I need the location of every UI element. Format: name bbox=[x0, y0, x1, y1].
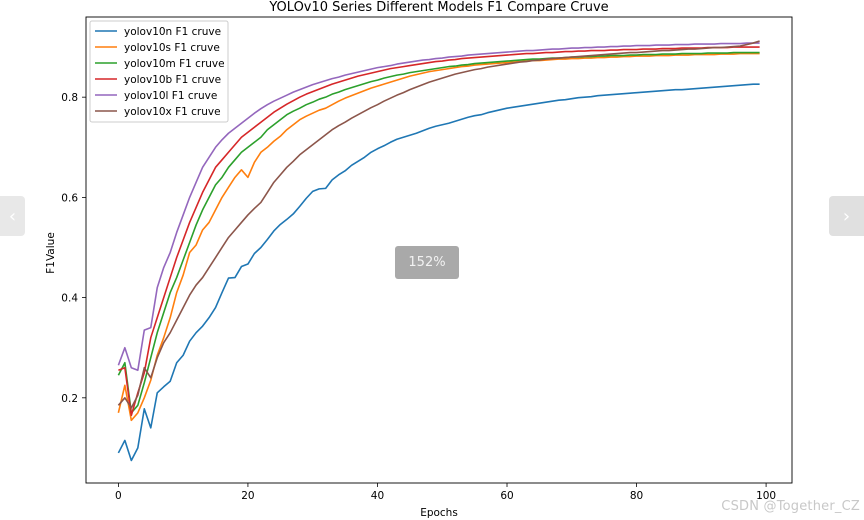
x-tick-label: 80 bbox=[630, 490, 643, 502]
y-axis-label: F1Value bbox=[45, 232, 57, 274]
previous-image-button[interactable]: ‹ bbox=[0, 196, 25, 236]
y-tick-label: 0.8 bbox=[61, 92, 78, 104]
chevron-left-icon: ‹ bbox=[8, 205, 17, 227]
legend-box bbox=[89, 20, 229, 123]
zoom-level-indicator: 152% bbox=[395, 246, 459, 279]
series-line-1 bbox=[117, 83, 760, 462]
y-axis-ticks: 0.2 0.4 0.6 0.8 bbox=[61, 92, 86, 405]
x-axis-ticks: 0 20 40 60 80 100 bbox=[115, 483, 776, 502]
y-tick-label: 0.2 bbox=[61, 393, 78, 405]
x-tick-label: 0 bbox=[115, 490, 122, 502]
series-line-6 bbox=[117, 40, 760, 409]
watermark: CSDN @Together_CZ bbox=[721, 499, 860, 514]
legend-label: yolov10m F1 cruve bbox=[124, 58, 225, 70]
x-tick-label: 20 bbox=[241, 490, 254, 502]
series-line-2 bbox=[117, 52, 760, 422]
series-layer bbox=[117, 40, 760, 462]
x-axis-label: Epochs bbox=[420, 507, 458, 519]
chevron-right-icon: › bbox=[842, 205, 851, 227]
x-tick-label: 40 bbox=[371, 490, 384, 502]
legend: yolov10n F1 cruve yolov10s F1 cruve yolov1… bbox=[89, 20, 229, 123]
y-tick-label: 0.6 bbox=[61, 192, 78, 204]
next-image-button[interactable]: › bbox=[829, 196, 864, 236]
series-line-5 bbox=[117, 42, 760, 372]
legend-label: yolov10s F1 cruve bbox=[124, 42, 220, 54]
legend-label: yolov10n F1 cruve bbox=[124, 26, 221, 38]
legend-label: yolov10x F1 cruve bbox=[124, 106, 221, 118]
legend-label: yolov10b F1 cruve bbox=[124, 74, 221, 86]
x-tick-label: 100 bbox=[756, 490, 776, 502]
chart-title: YOLOv10 Series Different Models F1 Compa… bbox=[268, 0, 608, 15]
x-tick-label: 60 bbox=[500, 490, 513, 502]
series-line-3 bbox=[117, 51, 760, 414]
y-tick-label: 0.4 bbox=[61, 293, 78, 305]
series-line-4 bbox=[118, 46, 760, 417]
legend-label: yolov10l F1 cruve bbox=[124, 90, 217, 102]
plot-frame bbox=[85, 16, 793, 484]
